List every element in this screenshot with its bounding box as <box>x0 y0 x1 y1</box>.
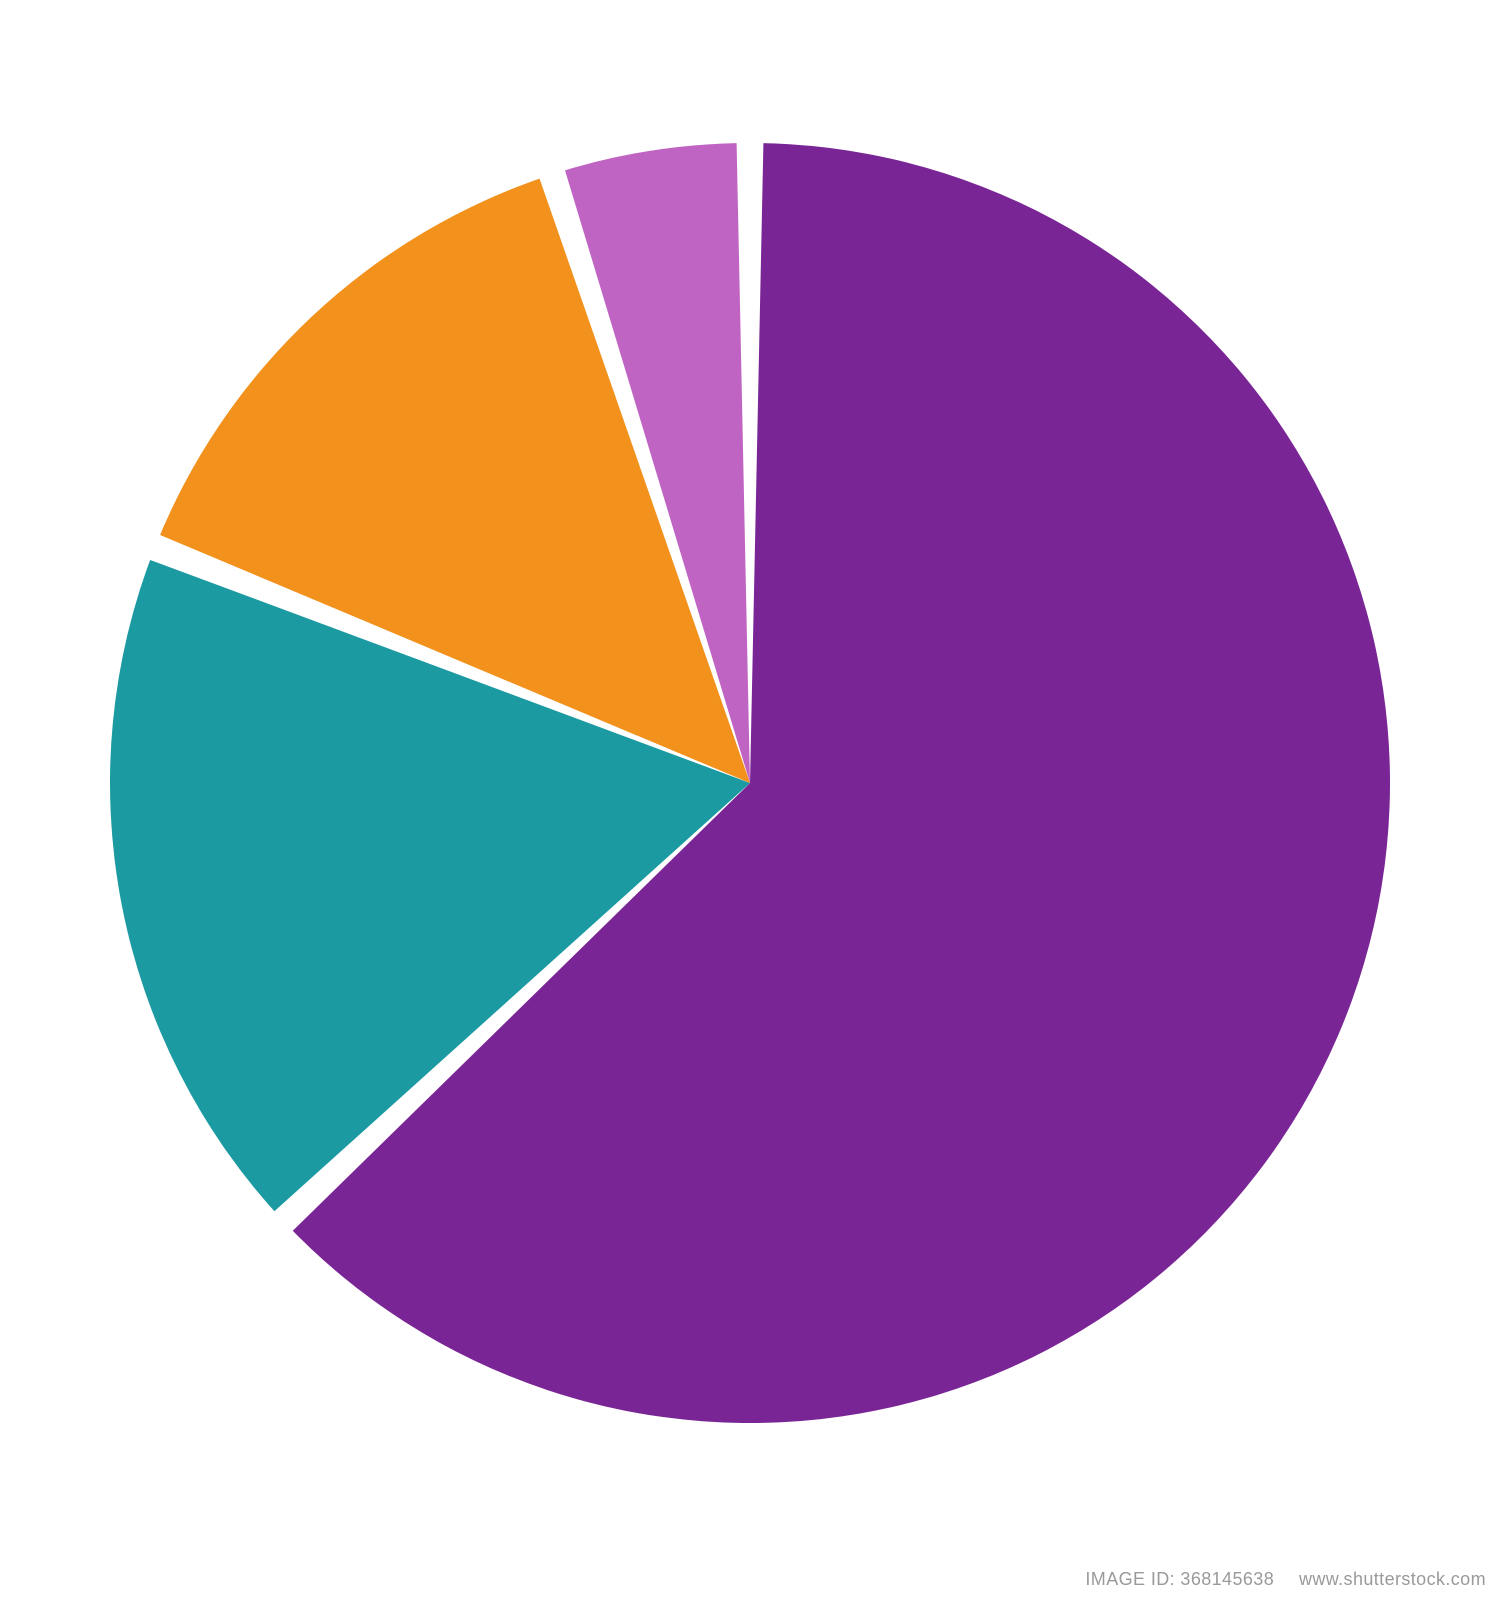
chart-stage: IMAGE ID: 368145638 www.shutterstock.com <box>0 0 1500 1600</box>
image-id-label: IMAGE ID: 368145638 <box>1085 1569 1274 1589</box>
attribution-footer: IMAGE ID: 368145638 www.shutterstock.com <box>1085 1569 1486 1590</box>
pie-chart-svg <box>0 0 1500 1598</box>
site-label: www.shutterstock.com <box>1299 1569 1486 1589</box>
pie-chart <box>0 0 1500 1603</box>
